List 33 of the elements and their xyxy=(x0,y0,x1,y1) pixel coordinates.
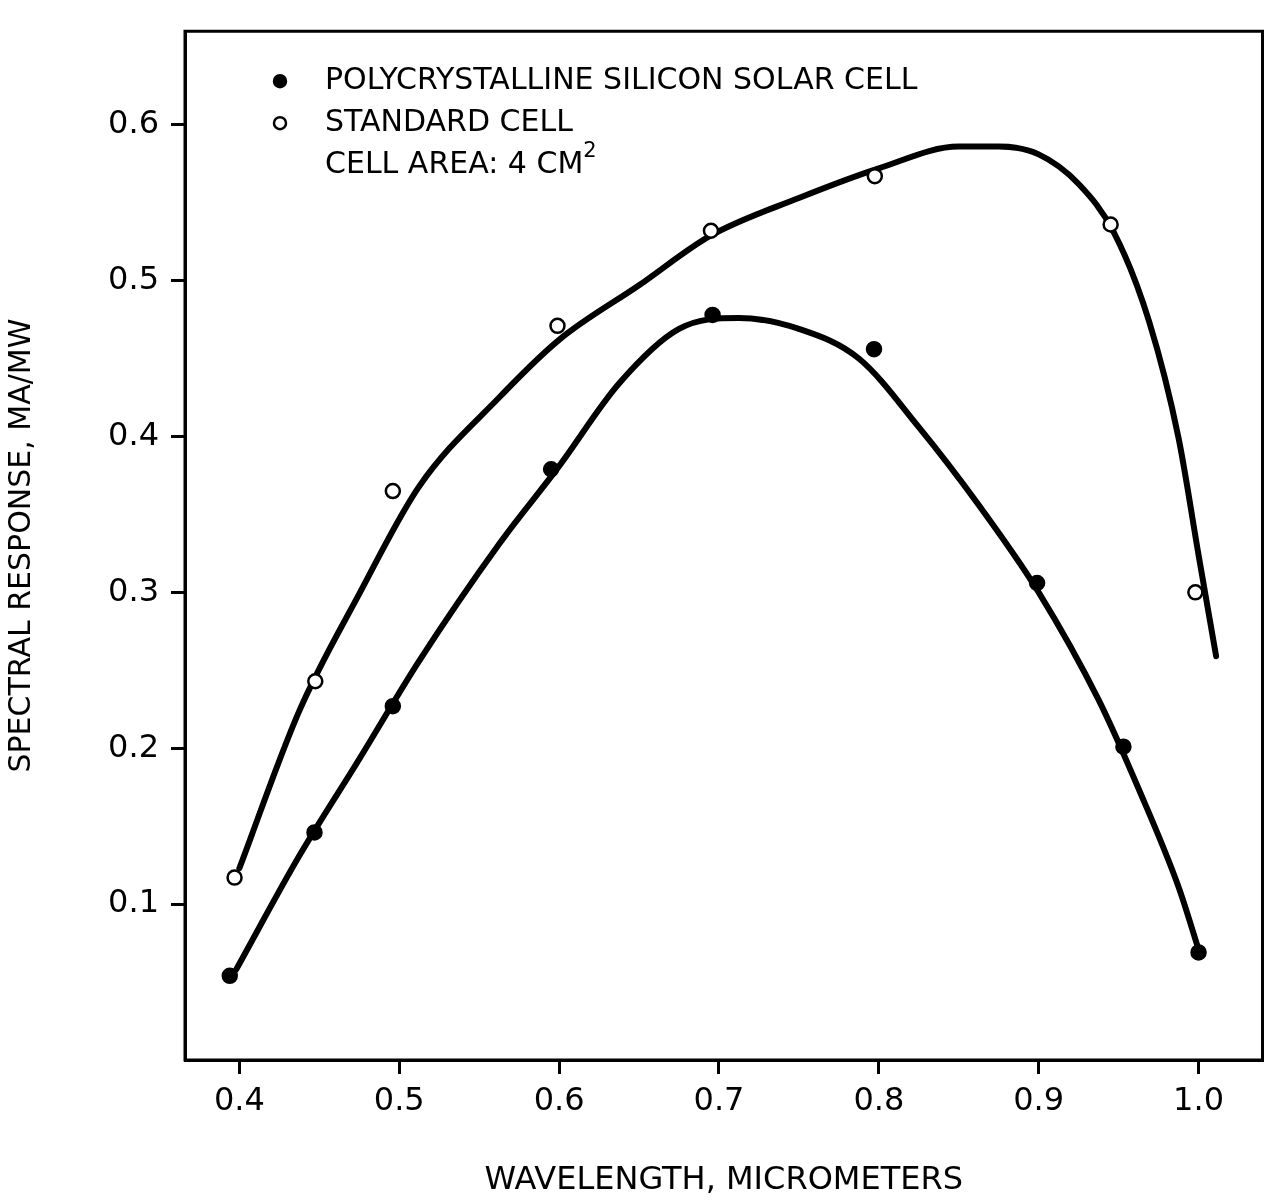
y-tick-label: 0.3 xyxy=(108,570,159,609)
point xyxy=(384,482,402,500)
point xyxy=(384,697,402,715)
point xyxy=(226,869,243,886)
x-tick-label: 0.9 xyxy=(1013,1079,1065,1118)
legend-label: POLYCRYSTALLINE SILICON SOLAR CELL xyxy=(325,61,918,96)
point xyxy=(542,460,560,478)
point xyxy=(1115,738,1132,755)
legend-label: STANDARD CELL xyxy=(325,103,574,138)
point xyxy=(1190,944,1207,961)
point xyxy=(702,222,720,239)
point xyxy=(306,824,323,841)
y-tick-label: 0.5 xyxy=(108,258,159,297)
point xyxy=(704,306,721,324)
x-tick-label: 1.0 xyxy=(1173,1079,1224,1118)
point xyxy=(307,672,324,690)
y-axis-title: SPECTRAL RESPONSE, MA/MW xyxy=(1,318,37,773)
x-tick-label: 0.7 xyxy=(693,1079,745,1118)
x-tick-label: 0.8 xyxy=(853,1079,905,1118)
y-tick-label: 0.6 xyxy=(108,103,159,142)
x-tick-label: 0.4 xyxy=(213,1079,265,1118)
y-tick-label: 0.1 xyxy=(108,882,159,921)
point xyxy=(1187,584,1204,601)
x-tick-label: 0.5 xyxy=(373,1079,425,1118)
point xyxy=(221,967,239,985)
y-tick-label: 0.2 xyxy=(108,726,159,765)
point xyxy=(1102,216,1119,233)
x-tick-label: 0.6 xyxy=(533,1079,585,1118)
point xyxy=(549,317,566,335)
point xyxy=(865,340,883,358)
x-axis-title: WAVELENGTH, MICROMETERS xyxy=(484,1159,963,1198)
point xyxy=(1028,574,1046,592)
y-tick-label: 0.4 xyxy=(108,414,159,453)
